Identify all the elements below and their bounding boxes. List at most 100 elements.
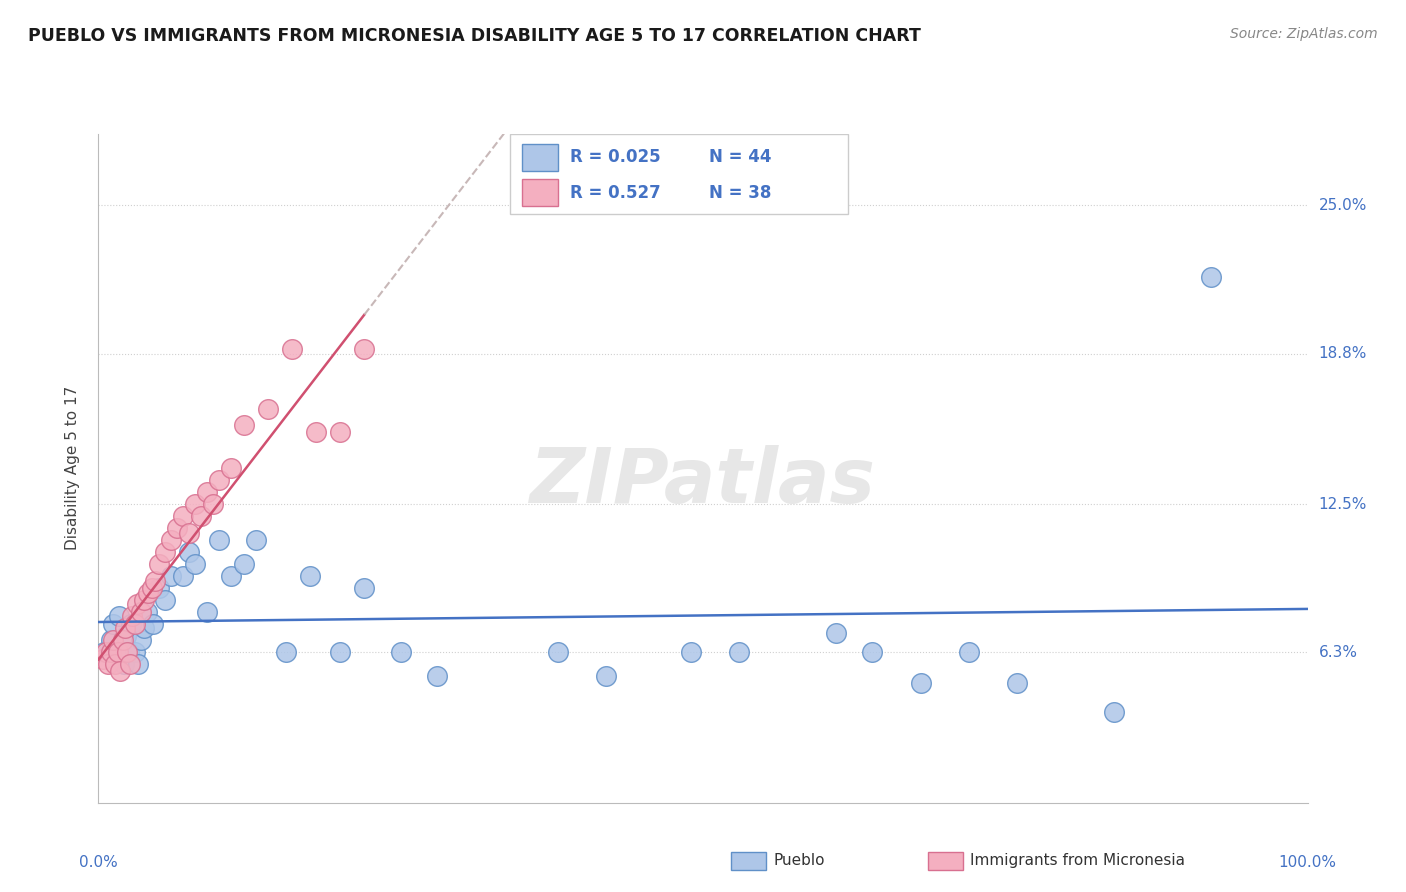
Text: 18.8%: 18.8% (1319, 346, 1367, 361)
Point (112, 657, 135, 672)
Point (104, 657, 127, 672)
Point (274, 645, 297, 659)
Point (127, 598, 149, 612)
Point (728, 645, 751, 659)
Text: Pueblo: Pueblo (773, 854, 825, 868)
Point (135, 605, 157, 619)
Text: R = 0.527: R = 0.527 (569, 184, 661, 202)
Text: N = 44: N = 44 (709, 148, 772, 166)
Text: 12.5%: 12.5% (1319, 497, 1367, 512)
Point (121, 609, 143, 624)
Point (127, 657, 149, 672)
Point (100, 645, 122, 659)
Point (208, 473, 231, 487)
Point (115, 628, 138, 642)
Point (245, 533, 267, 547)
Point (1007, 676, 1029, 690)
Point (91, 652, 114, 666)
Point (120, 616, 142, 631)
Text: 25.0%: 25.0% (1319, 198, 1367, 213)
Text: PUEBLO VS IMMIGRANTS FROM MICRONESIA DISABILITY AGE 5 TO 17 CORRELATION CHART: PUEBLO VS IMMIGRANTS FROM MICRONESIA DIS… (28, 27, 921, 45)
Point (184, 557, 207, 571)
Point (221, 569, 243, 583)
Point (105, 645, 128, 659)
Point (232, 418, 254, 433)
Point (256, 401, 278, 416)
Point (108, 609, 131, 624)
Point (129, 605, 152, 619)
Point (595, 669, 617, 683)
Point (1199, 270, 1222, 285)
Point (153, 545, 176, 559)
Point (172, 569, 194, 583)
Text: 0.0%: 0.0% (79, 855, 118, 871)
Text: R = 0.025: R = 0.025 (569, 148, 661, 166)
Point (142, 616, 165, 631)
Point (389, 645, 412, 659)
Point (148, 581, 170, 595)
Text: 100.0%: 100.0% (1278, 855, 1337, 871)
Point (860, 645, 883, 659)
Point (281, 342, 304, 356)
Point (134, 592, 156, 607)
Point (143, 574, 166, 588)
Point (110, 645, 132, 659)
Point (1102, 705, 1125, 719)
Point (134, 621, 156, 635)
Point (124, 645, 146, 659)
Point (117, 645, 139, 659)
Point (166, 521, 188, 535)
Text: ZIPatlas: ZIPatlas (530, 445, 876, 518)
Point (202, 497, 225, 511)
Point (107, 645, 129, 659)
Point (910, 676, 932, 690)
Point (160, 569, 183, 583)
FancyBboxPatch shape (509, 134, 848, 214)
Point (177, 545, 201, 559)
Point (160, 533, 183, 547)
Text: Source: ZipAtlas.com: Source: ZipAtlas.com (1230, 27, 1378, 41)
Point (101, 616, 124, 631)
Point (177, 525, 201, 540)
Point (93, 645, 115, 659)
Point (208, 533, 231, 547)
Point (221, 461, 243, 475)
Point (153, 592, 176, 607)
Point (141, 581, 163, 595)
Point (94, 645, 117, 659)
Point (329, 645, 352, 659)
Point (232, 557, 254, 571)
Point (190, 509, 212, 524)
Point (100, 633, 122, 648)
Point (136, 585, 159, 599)
Point (114, 621, 136, 635)
Point (195, 605, 218, 619)
Point (547, 645, 569, 659)
Point (298, 569, 321, 583)
Point (679, 645, 702, 659)
Point (108, 665, 131, 679)
Point (124, 616, 146, 631)
Text: 6.3%: 6.3% (1319, 645, 1358, 660)
Point (957, 645, 980, 659)
Point (111, 633, 134, 648)
Point (825, 626, 848, 640)
Point (148, 557, 170, 571)
Point (97, 657, 120, 672)
Point (118, 657, 141, 672)
Point (184, 497, 207, 511)
Point (426, 669, 449, 683)
Point (129, 633, 152, 648)
Point (353, 342, 375, 356)
Y-axis label: Disability Age 5 to 17: Disability Age 5 to 17 (65, 386, 80, 550)
FancyBboxPatch shape (522, 179, 558, 206)
Point (305, 425, 328, 440)
Point (172, 509, 194, 524)
Point (101, 633, 124, 648)
Point (118, 645, 141, 659)
Text: N = 38: N = 38 (709, 184, 772, 202)
Point (353, 581, 375, 595)
Point (195, 485, 218, 500)
FancyBboxPatch shape (522, 144, 558, 170)
Point (329, 425, 352, 440)
